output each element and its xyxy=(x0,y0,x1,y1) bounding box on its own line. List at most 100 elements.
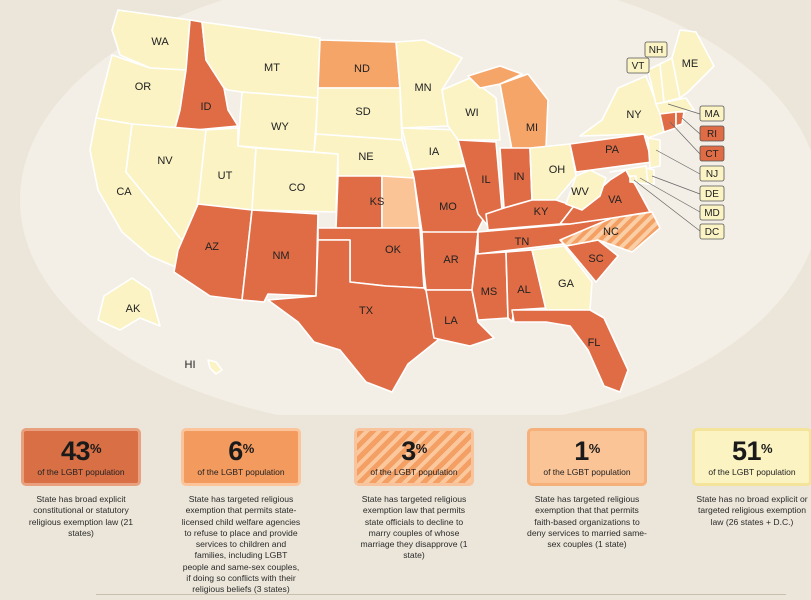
state-fl xyxy=(511,309,629,393)
label-ks: KS xyxy=(370,196,385,208)
state-co xyxy=(251,147,339,213)
label-nj: NJ xyxy=(706,169,718,180)
state-ri xyxy=(675,111,685,127)
divider xyxy=(96,594,786,595)
label-az: AZ xyxy=(205,241,219,253)
label-ak: AK xyxy=(126,303,141,315)
label-tx: TX xyxy=(359,305,374,317)
state-tx xyxy=(267,239,439,393)
callout-vt-box xyxy=(626,57,650,74)
legend-percent: 1% xyxy=(574,436,600,466)
callout-ma-box xyxy=(699,105,725,122)
label-sd: SD xyxy=(355,106,370,118)
legend-population-label: of the LGBT population xyxy=(370,467,458,477)
state-me xyxy=(671,29,715,99)
state-md xyxy=(609,165,649,185)
label-wv: WV xyxy=(571,186,589,198)
state-nm xyxy=(241,209,319,303)
legend-population-label: of the LGBT population xyxy=(708,467,796,477)
label-oh: OH xyxy=(549,164,566,176)
label-in: IN xyxy=(514,171,525,183)
state-ms xyxy=(471,251,509,321)
label-sc: SC xyxy=(588,253,603,265)
label-la: LA xyxy=(444,315,458,327)
legend-swatch-none: 51% of the LGBT population xyxy=(692,428,811,486)
legend-percent: 6% xyxy=(228,436,254,466)
state-mi-up xyxy=(467,65,523,89)
label-nc: NC xyxy=(603,226,619,238)
label-al: AL xyxy=(517,284,530,296)
legend-percent: 3% xyxy=(401,436,427,466)
us-map: WA OR CA ID NV MT WY UT AZ CO NM ND SD N… xyxy=(20,0,811,415)
label-ia: IA xyxy=(429,146,440,158)
callout-md-box xyxy=(699,204,725,221)
callout-dc-box xyxy=(699,223,725,240)
legend-percent: 43% xyxy=(60,436,102,466)
label-ar: AR xyxy=(443,254,458,266)
callout-leaders xyxy=(633,103,701,232)
state-ky xyxy=(485,199,575,231)
callout-ri-box xyxy=(699,125,725,142)
label-id: ID xyxy=(201,101,212,113)
label-nh: NH xyxy=(649,45,663,56)
legend-description: State has no broad explicit or targeted … xyxy=(696,494,808,527)
label-ma: MA xyxy=(705,109,720,120)
state-oh xyxy=(529,143,577,201)
legend-population-label: of the LGBT population xyxy=(543,467,631,477)
label-ky: KY xyxy=(534,206,549,218)
legend-description: State has targeted religious exemption t… xyxy=(527,494,647,550)
label-or: OR xyxy=(135,81,152,93)
state-ga xyxy=(531,245,593,311)
legend-item-marriage-officials: 3% of the LGBT population State has targ… xyxy=(354,428,474,562)
callout-ct-box xyxy=(699,145,725,162)
label-mi: MI xyxy=(526,122,538,134)
label-ne: NE xyxy=(358,151,373,163)
label-fl: FL xyxy=(588,337,601,349)
state-hi xyxy=(207,359,223,375)
label-ny: NY xyxy=(626,109,642,121)
label-ca: CA xyxy=(116,186,132,198)
legend-swatch-broad: 43% of the LGBT population xyxy=(21,428,141,486)
label-de: DE xyxy=(705,189,719,200)
legend-swatch-child-welfare: 6% of the LGBT population xyxy=(181,428,301,486)
label-wy: WY xyxy=(271,121,289,133)
label-md: MD xyxy=(704,208,720,219)
label-va: VA xyxy=(608,194,623,206)
legend-description: State has broad explicit constitutional … xyxy=(28,494,134,538)
legend-description: State has targeted religious exemption t… xyxy=(181,494,301,595)
state-mi xyxy=(499,73,549,151)
label-il: IL xyxy=(481,174,490,186)
label-mo: MO xyxy=(439,201,457,213)
label-ga: GA xyxy=(558,278,575,290)
label-ok: OK xyxy=(385,244,402,256)
label-ms: MS xyxy=(481,286,498,298)
legend-description: State has targeted religious exemption l… xyxy=(360,494,468,561)
legend-swatch-marriage-officials: 3% of the LGBT population xyxy=(354,428,474,486)
label-mn: MN xyxy=(414,82,431,94)
label-ct: CT xyxy=(705,149,718,160)
label-nd: ND xyxy=(354,63,370,75)
legend-item-faith-orgs: 1% of the LGBT population State has targ… xyxy=(527,428,647,550)
legend-population-label: of the LGBT population xyxy=(37,467,125,477)
label-ri: RI xyxy=(707,129,717,140)
legend-population-label: of the LGBT population xyxy=(197,467,285,477)
legend-item-none: 51% of the LGBT population State has no … xyxy=(692,428,811,528)
legend-item-child-welfare: 6% of the LGBT population State has targ… xyxy=(181,428,301,596)
label-nv: NV xyxy=(157,155,173,167)
label-tn: TN xyxy=(515,236,530,248)
callout-nj-box xyxy=(699,165,725,182)
state-ak xyxy=(97,277,161,331)
label-wa: WA xyxy=(151,36,169,48)
label-hi: HI xyxy=(185,359,196,371)
label-co: CO xyxy=(289,182,306,194)
label-me: ME xyxy=(682,58,699,70)
label-dc: DC xyxy=(705,227,719,238)
label-mt: MT xyxy=(264,62,280,74)
callout-nh-box xyxy=(644,41,668,58)
label-pa: PA xyxy=(605,144,620,156)
legend-item-broad: 43% of the LGBT population State has bro… xyxy=(21,428,141,539)
state-nj xyxy=(647,137,661,169)
label-vt: VT xyxy=(632,61,645,72)
label-nm: NM xyxy=(272,250,289,262)
label-ut: UT xyxy=(218,170,233,182)
